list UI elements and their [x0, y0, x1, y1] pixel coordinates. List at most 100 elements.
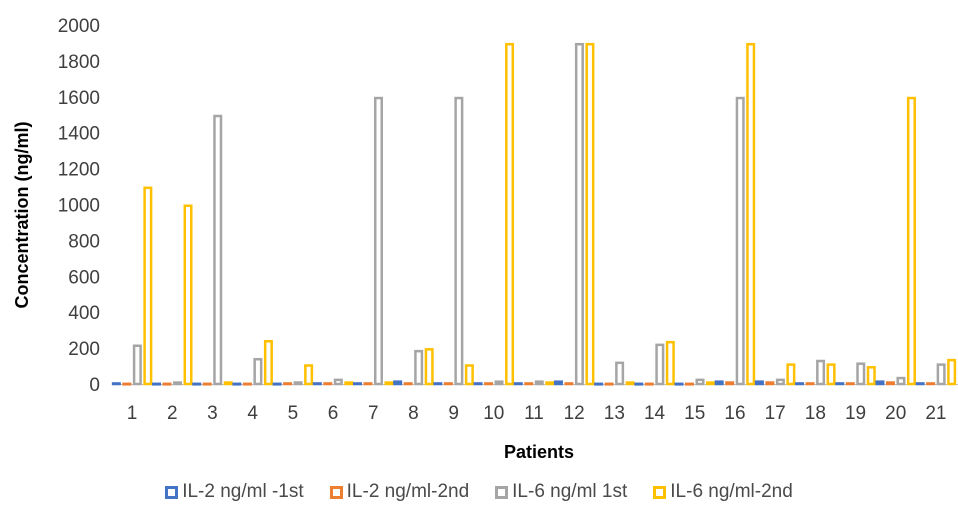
bar: [484, 382, 494, 386]
bar: [443, 382, 453, 386]
bar: [947, 358, 957, 386]
bar: [403, 382, 413, 386]
bar: [122, 382, 132, 386]
bar: [213, 114, 223, 386]
bar: [223, 381, 233, 386]
bar: [333, 378, 343, 386]
bar: [433, 382, 443, 386]
y-tick-label: 600: [68, 267, 100, 288]
x-tick-label: 4: [247, 403, 258, 424]
x-tick-label: 2: [167, 403, 178, 424]
legend-label: IL-6 ng/ml 1st: [512, 481, 628, 502]
x-tick-label: 8: [408, 403, 419, 424]
bar: [513, 382, 523, 386]
bar: [885, 381, 895, 386]
x-axis-title: Patients: [504, 442, 574, 462]
y-tick-label: 1400: [58, 124, 100, 145]
bar: [263, 340, 273, 386]
bar: [253, 357, 263, 386]
bar: [754, 380, 764, 386]
bar: [545, 381, 555, 386]
x-tick-label: 10: [483, 403, 504, 424]
bar: [875, 380, 885, 386]
legend: IL-2 ng/ml -1st IL-2 ng/ml-2nd IL-6 ng/ml …: [0, 478, 958, 506]
bar: [111, 382, 121, 386]
bar: [936, 363, 946, 386]
bar: [665, 340, 675, 386]
legend-swatch: [329, 485, 343, 499]
bar: [765, 381, 775, 386]
x-tick-label: 17: [765, 403, 786, 424]
x-tick-label: 11: [524, 403, 544, 424]
bar: [634, 382, 644, 386]
bar: [926, 382, 936, 386]
x-tick-label: 3: [207, 403, 218, 424]
bars: [111, 42, 957, 386]
legend-swatch: [165, 485, 179, 499]
y-tick-label: 1200: [58, 160, 100, 181]
bar: [845, 382, 855, 386]
bar: [866, 366, 876, 386]
bar: [272, 382, 282, 386]
bar: [162, 382, 172, 386]
x-tick-label: 1: [127, 403, 138, 424]
bar: [644, 382, 654, 386]
bar: [384, 381, 394, 386]
bar: [725, 381, 735, 386]
x-tick-label: 7: [368, 403, 379, 424]
y-tick-label: 0: [89, 375, 100, 396]
x-tick-label: 20: [885, 403, 906, 424]
bar: [615, 361, 625, 386]
bar: [454, 96, 464, 386]
bar: [816, 359, 826, 386]
bar: [775, 378, 785, 386]
bar: [192, 382, 202, 386]
x-tick-label: 21: [925, 403, 946, 424]
bar: [232, 382, 242, 386]
legend-item: IL-2 ng/ml -1st: [165, 481, 304, 503]
legend-swatch: [495, 485, 509, 499]
x-tick-label: 19: [845, 403, 866, 424]
bar: [915, 382, 925, 386]
bar: [283, 382, 293, 386]
y-tick-label: 1000: [58, 196, 100, 217]
bar: [242, 382, 252, 386]
bar: [143, 186, 153, 386]
bar: [524, 382, 534, 386]
bar: [604, 382, 614, 386]
y-tick-label: 1800: [58, 52, 100, 73]
bar: [594, 382, 604, 386]
x-tick-label: 16: [724, 403, 745, 424]
bar: [363, 382, 373, 386]
bar: [473, 382, 483, 386]
bar: [574, 42, 584, 386]
bar: [706, 381, 716, 386]
bar: [304, 364, 314, 386]
bar: [505, 42, 515, 386]
bar: [695, 378, 705, 386]
bar: [746, 42, 756, 386]
bar: [312, 382, 322, 386]
legend-item: IL-2 ng/ml-2nd: [329, 481, 469, 503]
x-tick-label: 6: [328, 403, 339, 424]
x-tick-label: 15: [684, 403, 705, 424]
bar: [685, 382, 695, 386]
bar: [585, 42, 595, 386]
bar: [373, 96, 383, 386]
bar: [553, 380, 563, 386]
bar: [674, 382, 684, 386]
bar: [896, 376, 906, 386]
x-tick-label: 14: [644, 403, 666, 424]
bar: [735, 96, 745, 386]
y-tick-label: 200: [68, 339, 100, 360]
x-tick-label: 5: [288, 403, 299, 424]
bar: [183, 204, 193, 386]
bar: [424, 348, 434, 386]
bar: [344, 381, 354, 386]
y-tick-label: 400: [68, 303, 100, 324]
legend-label: IL-2 ng/ml -1st: [182, 481, 304, 502]
bar: [906, 96, 916, 386]
x-tick-label: 18: [805, 403, 826, 424]
bar: [152, 382, 162, 386]
